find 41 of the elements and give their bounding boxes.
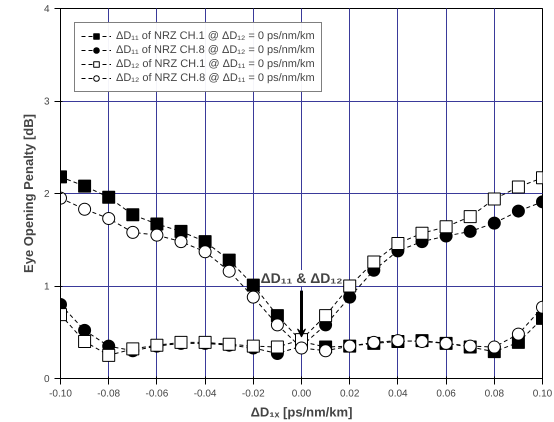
x-tick-label: 0.10 <box>532 388 553 400</box>
x-tick-label: -0.10 <box>49 388 72 400</box>
point <box>343 290 356 304</box>
x-tick-label: 0.02 <box>340 388 360 400</box>
x-tick-label: 0.00 <box>292 388 312 400</box>
point <box>488 216 501 230</box>
y-tick-label: 1 <box>44 282 50 292</box>
x-tick-label: 0.04 <box>388 388 408 400</box>
point <box>270 340 284 354</box>
point <box>126 208 140 222</box>
point <box>102 190 116 204</box>
legend-label: ΔD₁₁ of NRZ CH.8 @ ΔD₁₂ = 0 ps/nm/km <box>116 43 315 57</box>
x-tick-label: 0.08 <box>484 388 504 400</box>
point <box>488 340 501 354</box>
y-tick-label: 3 <box>44 96 50 108</box>
y-axis-title: Eye Opening Penalty [dB] <box>20 114 36 273</box>
x-tick-label: -0.06 <box>146 388 169 400</box>
point <box>512 204 525 218</box>
point <box>78 180 92 193</box>
legend-label: ΔD₁₁ of NRZ CH.1 @ ΔD₁₂ = 0 ps/nm/km <box>116 29 315 43</box>
point <box>319 344 332 358</box>
point <box>391 236 404 250</box>
point <box>150 218 164 231</box>
x-tick-label: -0.04 <box>194 388 217 400</box>
x-tick-label: 0.06 <box>436 388 456 400</box>
annotation: ΔD₁₁ & ΔD₁₂ <box>260 270 342 286</box>
y-tick-label: 4 <box>44 4 50 15</box>
legend-label: ΔD₁₂ of NRZ CH.8 @ ΔD₁₁ = 0 ps/nm/km <box>116 71 315 85</box>
x-tick-label: -0.02 <box>242 388 266 400</box>
point <box>78 324 92 337</box>
point <box>102 348 116 362</box>
x-tick-label: -0.08 <box>97 388 121 400</box>
y-tick-label: 0 <box>44 374 50 385</box>
point <box>440 220 453 234</box>
x-axis-title: ΔD₁ₓ [ps/nm/km] <box>250 404 352 420</box>
legend-label: ΔD₁₂ of NRZ CH.1 @ ΔD₁₁ = 0 ps/nm/km <box>116 57 315 71</box>
point <box>222 254 236 267</box>
point <box>246 278 260 292</box>
y-tick-label: 2 <box>44 189 50 200</box>
point <box>464 224 477 238</box>
point <box>319 309 332 322</box>
